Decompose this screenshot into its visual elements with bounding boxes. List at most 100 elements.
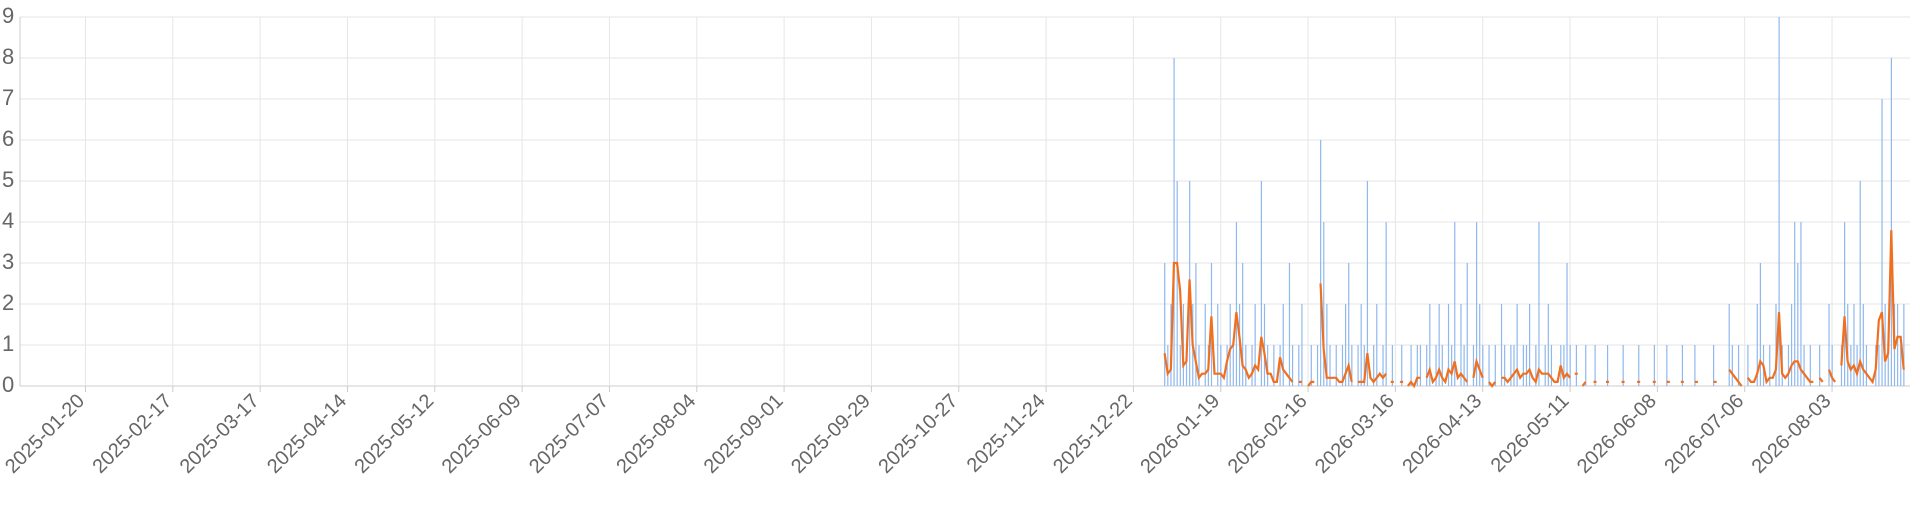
bar [1900, 345, 1902, 386]
y-tick-label: 0 [2, 372, 14, 397]
bar [1435, 345, 1437, 386]
bar [1878, 345, 1880, 386]
bar [1438, 304, 1440, 386]
bar [1195, 263, 1197, 386]
line [1827, 369, 1837, 383]
bar [1288, 263, 1291, 386]
bar [1731, 345, 1733, 386]
y-tick-label: 1 [2, 331, 14, 356]
bar [1326, 304, 1328, 386]
bar [1809, 345, 1811, 386]
bar [1351, 345, 1353, 386]
bar [1594, 345, 1596, 386]
bar [1897, 304, 1899, 386]
bar [1653, 345, 1655, 386]
bar [1179, 345, 1181, 386]
x-tick-label: 2026-06-08 [1573, 390, 1661, 478]
x-tick-label: 2025-10-27 [874, 390, 962, 478]
bar [1301, 304, 1303, 386]
line [1840, 230, 1905, 385]
x-tick-label: 2026-01-19 [1136, 390, 1224, 478]
bar [1513, 345, 1515, 386]
x-tick-label: 2025-11-24 [963, 390, 1050, 477]
x-tick-label: 2025-09-29 [787, 390, 875, 478]
line [1488, 381, 1497, 388]
bar [1516, 304, 1518, 386]
bar [1737, 345, 1740, 386]
x-tick-label: 2025-09-01 [700, 390, 788, 478]
bar [1887, 345, 1889, 386]
bar [1267, 345, 1269, 386]
line [1581, 381, 1587, 387]
bar [1419, 345, 1422, 386]
line [1818, 377, 1824, 383]
y-tick-label: 5 [2, 167, 14, 192]
line [1319, 283, 1353, 383]
bar [1482, 345, 1484, 386]
bar [1363, 345, 1365, 386]
x-tick-label: 2025-02-17 [88, 390, 176, 478]
bar [1828, 304, 1830, 386]
bar [1366, 181, 1369, 386]
bar [1831, 345, 1833, 386]
bar [1756, 304, 1758, 386]
y-tick-label: 2 [2, 290, 14, 315]
bar [1263, 304, 1266, 386]
bar [1504, 345, 1506, 386]
bar [1547, 304, 1549, 386]
bar [1713, 345, 1715, 386]
bar [1529, 304, 1531, 386]
bar [1797, 263, 1799, 386]
line [1728, 368, 1743, 387]
bar [1775, 304, 1777, 386]
x-tick-label: 2025-04-14 [263, 390, 351, 478]
x-tick-label: 2026-02-16 [1224, 390, 1312, 478]
bar [1728, 304, 1730, 386]
bar [1291, 345, 1294, 386]
bar [1376, 304, 1378, 386]
bar [1341, 345, 1344, 386]
grid [20, 16, 1910, 387]
bar [1217, 304, 1219, 386]
bar [1245, 345, 1247, 386]
bar [1441, 345, 1443, 386]
line [1425, 361, 1469, 385]
bar [1391, 345, 1393, 386]
bar [1357, 345, 1359, 386]
bar [1890, 58, 1892, 386]
x-tick-label: 2026-07-06 [1660, 390, 1748, 478]
y-tick-label: 8 [2, 44, 14, 69]
bar [1329, 345, 1331, 386]
bar [1769, 345, 1771, 386]
bar [1575, 345, 1577, 386]
bar [1666, 345, 1668, 386]
bar [1466, 263, 1468, 386]
bar [1479, 304, 1481, 386]
y-tick-label: 4 [2, 208, 14, 233]
bar [1694, 345, 1696, 386]
bar [1316, 345, 1319, 386]
bar [1550, 345, 1553, 386]
bar [1232, 345, 1234, 386]
bar [1622, 345, 1624, 386]
line [1406, 376, 1421, 389]
bar [1310, 345, 1312, 386]
x-tick-label: 2025-01-20 [1, 390, 89, 478]
bar [1569, 345, 1571, 386]
bar [1606, 345, 1609, 386]
bar [1360, 304, 1362, 386]
bar [1681, 345, 1684, 386]
bar [1747, 345, 1749, 386]
bar [1525, 345, 1528, 386]
x-tick-label: 2025-08-04 [612, 390, 700, 478]
bar [1790, 304, 1793, 386]
bar [1298, 345, 1300, 386]
bar [1323, 222, 1325, 386]
bar [1173, 58, 1175, 386]
bar [1844, 222, 1846, 386]
bar [1884, 304, 1886, 386]
bar [1251, 345, 1253, 386]
bar [1853, 304, 1855, 386]
bar [1850, 345, 1852, 386]
y-tick-label: 6 [2, 126, 14, 151]
